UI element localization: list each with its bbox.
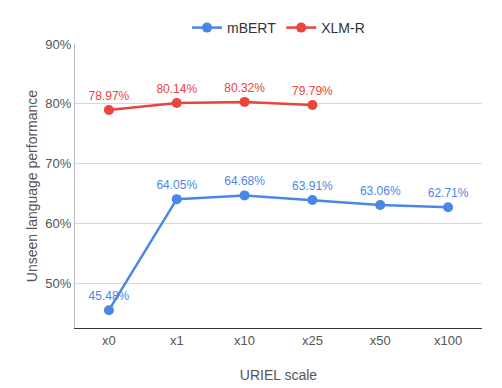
svg-text:x0: x0 <box>102 333 116 348</box>
svg-text:79.79%: 79.79% <box>292 84 333 98</box>
svg-text:XLM-R: XLM-R <box>321 20 365 36</box>
svg-text:63.91%: 63.91% <box>292 179 333 193</box>
svg-text:63.06%: 63.06% <box>360 184 401 198</box>
svg-text:45.48%: 45.48% <box>89 289 130 303</box>
svg-text:80%: 80% <box>45 96 71 111</box>
svg-text:Unseen language performance: Unseen language performance <box>24 90 40 282</box>
svg-text:90%: 90% <box>45 37 71 52</box>
svg-text:64.68%: 64.68% <box>224 174 265 188</box>
svg-text:80.14%: 80.14% <box>156 82 197 96</box>
svg-text:50%: 50% <box>45 276 71 291</box>
svg-text:x10: x10 <box>234 333 255 348</box>
svg-text:mBERT: mBERT <box>227 20 276 36</box>
svg-text:60%: 60% <box>45 216 71 231</box>
svg-text:x50: x50 <box>370 333 391 348</box>
svg-text:x25: x25 <box>302 333 323 348</box>
svg-text:64.05%: 64.05% <box>156 178 197 192</box>
svg-text:62.71%: 62.71% <box>428 186 469 200</box>
svg-text:x100: x100 <box>434 333 462 348</box>
svg-text:URIEL scale: URIEL scale <box>240 367 318 383</box>
svg-text:70%: 70% <box>45 156 71 171</box>
svg-text:x1: x1 <box>170 333 184 348</box>
svg-text:80.32%: 80.32% <box>224 81 265 95</box>
svg-text:78.97%: 78.97% <box>89 89 130 103</box>
